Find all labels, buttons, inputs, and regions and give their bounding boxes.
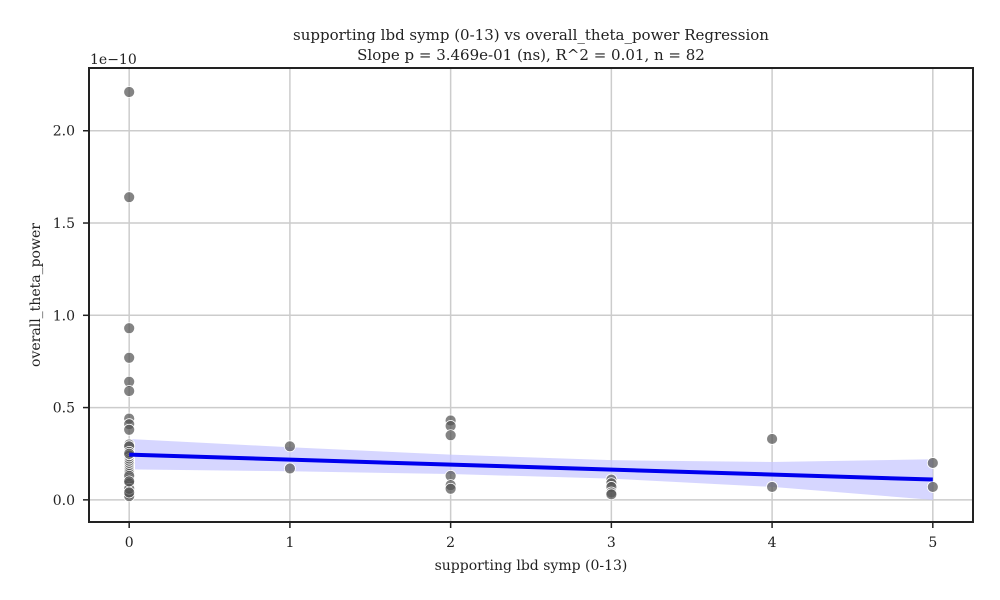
confidence-band — [129, 438, 933, 500]
grid-lines — [89, 68, 973, 522]
y-tick-label: 2.0 — [53, 124, 75, 140]
x-tick-label: 3 — [607, 535, 616, 551]
y-axis-ticks: 0.0 0.5 1.0 1.5 2.0 — [53, 124, 89, 509]
data-point — [284, 462, 296, 475]
y-tick-label: 0.0 — [53, 493, 75, 509]
regression-line — [129, 452, 933, 482]
data-point — [444, 482, 457, 495]
data-point — [123, 351, 136, 364]
chart-subtitle: Slope p = 3.469e-01 (ns), R^2 = 0.01, n … — [357, 46, 705, 64]
y-offset-label: 1e−10 — [90, 52, 137, 68]
y-tick-label: 1.0 — [53, 308, 75, 324]
data-point — [123, 385, 136, 397]
data-point — [123, 322, 136, 335]
plot-frame — [88, 67, 974, 523]
data-point — [123, 86, 136, 98]
y-tick-label: 0.5 — [53, 401, 75, 417]
data-point — [766, 433, 778, 445]
data-point — [123, 423, 136, 436]
data-point — [926, 481, 939, 493]
data-point — [123, 475, 136, 488]
x-tick-label: 2 — [446, 535, 455, 551]
x-tick-label: 5 — [928, 535, 937, 551]
x-tick-label: 0 — [125, 535, 134, 551]
data-point — [766, 481, 778, 493]
data-point — [123, 486, 136, 499]
data-point — [444, 429, 457, 442]
data-point — [284, 440, 296, 453]
x-tick-label: 1 — [285, 535, 294, 551]
x-tick-label: 4 — [768, 535, 777, 551]
y-axis-label: overall_theta_power — [28, 223, 44, 367]
scatter-points — [123, 86, 939, 503]
x-axis-label: supporting lbd symp (0-13) — [435, 558, 628, 574]
x-axis-ticks: 0 1 2 3 4 5 — [125, 522, 937, 551]
data-point — [926, 457, 939, 469]
data-point — [605, 488, 618, 501]
y-tick-label: 1.5 — [53, 216, 75, 232]
chart-title: supporting lbd symp (0-13) vs overall_th… — [293, 26, 769, 44]
data-point — [123, 191, 136, 204]
